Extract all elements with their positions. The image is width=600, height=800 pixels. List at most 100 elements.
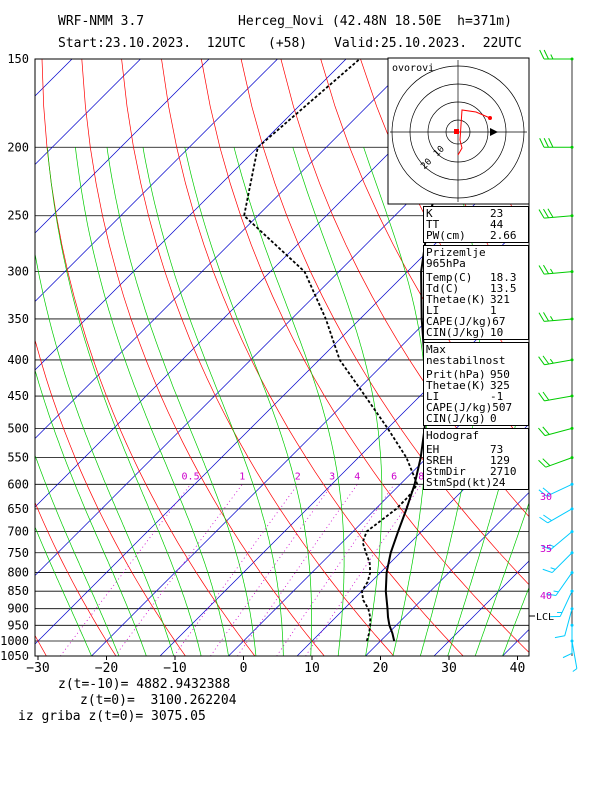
plot-frame (34, 58, 530, 657)
wind-barb-dot (570, 589, 574, 593)
index-value: 23 (490, 207, 504, 220)
pressure-tick-label: 700 (7, 525, 29, 539)
wind-barb-flag (539, 516, 549, 524)
moist-adiabat-line (447, 362, 529, 656)
wind-barb-dot (570, 623, 574, 627)
start-time: Start:23.10.2023. 12UTC (58, 36, 246, 51)
wind-barb (541, 530, 574, 551)
wind-barb-flag (539, 138, 545, 148)
wind-barb (538, 426, 574, 437)
isotherm-line (35, 59, 141, 166)
isotherm-line (159, 286, 529, 656)
wind-barb-flag (550, 268, 554, 274)
lcl-label: LCL (536, 612, 554, 623)
wind-barb-flag (550, 316, 554, 321)
wind-barb-flag (572, 668, 578, 672)
index-row: Td(C) 13.5 (426, 283, 526, 294)
wind-barb-dot (570, 145, 574, 149)
pressure-tick-label: 250 (7, 209, 29, 223)
pressure-tick-label: 500 (7, 421, 29, 435)
isotherm-line (35, 59, 278, 303)
index-label: CAPE(J/kg) (426, 315, 493, 328)
wind-barb (554, 607, 574, 639)
mixing-ratio-line (276, 484, 395, 656)
index-value: 18.3 (490, 271, 517, 284)
wind-barb-shaft (544, 427, 573, 437)
side-label: 40 (540, 591, 552, 602)
index-row: StmDir 2710 (426, 466, 526, 477)
wind-barbs (538, 49, 578, 672)
moist-adiabat-line (142, 147, 284, 656)
index-label: SREH (426, 454, 453, 467)
wind-barb-dot (570, 57, 574, 61)
wind-barb-dot (570, 214, 574, 218)
wind-barb (538, 355, 574, 366)
index-row: CAPE(J/kg) 507 (426, 402, 526, 413)
moist-adiabat-line (35, 454, 120, 656)
isotherm-line (91, 218, 529, 656)
index-row: CIN(J/kg) 10 (426, 327, 526, 338)
footer-line-2: z(t=0)= 3100.262204 (80, 693, 237, 708)
index-block: Prizemlje 965hPa Temp(C) 18.3 Td(C) 13.5 Thet… (423, 245, 529, 340)
wind-barb (538, 482, 574, 497)
temperature-tick-label: −20 (95, 661, 118, 676)
index-label: K (426, 207, 433, 220)
index-value: 24 (492, 476, 506, 489)
dry-adiabat-line (560, 59, 600, 656)
wind-barb (538, 456, 574, 468)
pressure-tick-label: 150 (7, 52, 29, 66)
wind-barb-flag (539, 49, 545, 60)
temperature-tick-label: −10 (163, 661, 186, 676)
index-row: EH 73 (426, 444, 526, 455)
index-label: Thetae(K) (426, 293, 486, 306)
index-value: 0 (490, 412, 497, 425)
storm-motion-arrow-icon (490, 128, 498, 136)
chart-axes: 1502002503003504004505005506006507007508… (0, 52, 525, 676)
pressure-tick-label: 550 (7, 451, 29, 465)
pressure-tick-label: 400 (7, 353, 29, 367)
wind-barb-flag (554, 635, 565, 639)
wind-barb-dot (570, 358, 574, 362)
wind-barb-flag (543, 138, 549, 148)
mixing-ratio-label: 8 (418, 471, 424, 482)
wind-barb-flag (543, 208, 549, 219)
index-label: Thetae(K) (426, 379, 486, 392)
index-value: 73 (490, 443, 504, 456)
wind-barb (539, 507, 574, 524)
valid-time: Valid:25.10.2023. 22UTC (334, 36, 522, 51)
wind-barb (542, 551, 574, 574)
wind-barb-flag (542, 391, 550, 401)
pressure-tick-label: 300 (7, 265, 29, 279)
mixing-ratio-label: 3 (329, 471, 335, 482)
wind-barb-shaft (544, 395, 573, 402)
wind-barb-shaft (559, 590, 573, 617)
mixing-ratio-line (60, 484, 191, 656)
moist-adiabat-line (292, 147, 383, 656)
moist-adiabat-line (184, 147, 312, 656)
moist-adiabat-line (233, 147, 345, 656)
wind-barb-dot (570, 426, 574, 430)
dry-adiabat-line (320, 59, 529, 449)
wind-barb-flag (542, 568, 553, 574)
wind-barb-flag (550, 54, 554, 60)
wind-barb (539, 49, 574, 61)
moist-adiabat-line (35, 526, 92, 656)
wind-barb-shaft (544, 359, 573, 366)
wind-barb-flag (542, 458, 551, 467)
moist-adiabat-line (363, 147, 427, 656)
wind-barb (545, 571, 574, 597)
isotherm-line (35, 59, 347, 371)
wind-barb-dot (570, 639, 574, 643)
mixing-ratio-label: 4 (354, 471, 360, 482)
wind-barb-flag (538, 209, 545, 219)
moist-adiabat-line (106, 147, 257, 656)
wind-barb (539, 138, 574, 149)
index-label: Temp(C) (426, 271, 473, 284)
moist-adiabat-line (35, 368, 147, 656)
footer-line-1: z(t=-10)= 4882.9432388 (58, 677, 231, 692)
index-label: StmDir (426, 465, 466, 478)
wind-barb-flag (538, 392, 545, 402)
dry-adiabat-line (519, 59, 529, 79)
